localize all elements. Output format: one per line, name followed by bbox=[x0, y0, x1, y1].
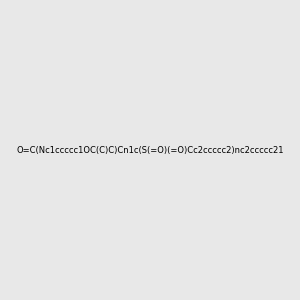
Text: O=C(Nc1ccccc1OC(C)C)Cn1c(S(=O)(=O)Cc2ccccc2)nc2ccccc21: O=C(Nc1ccccc1OC(C)C)Cn1c(S(=O)(=O)Cc2ccc… bbox=[16, 146, 284, 154]
